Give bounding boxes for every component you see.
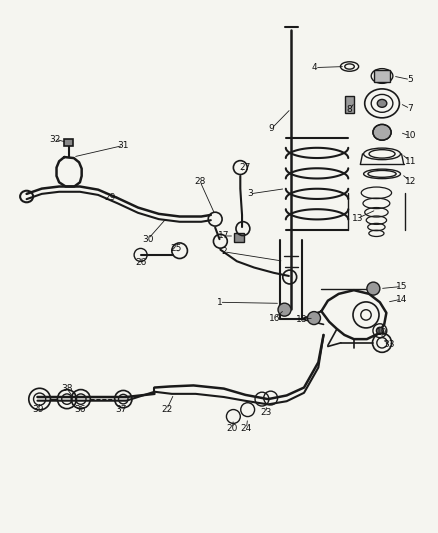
Ellipse shape xyxy=(376,100,386,107)
Text: 28: 28 xyxy=(194,177,205,185)
Circle shape xyxy=(366,282,379,295)
Text: 11: 11 xyxy=(403,157,415,166)
Text: 4: 4 xyxy=(311,63,317,72)
Text: 30: 30 xyxy=(142,235,153,244)
Bar xyxy=(64,139,73,146)
Text: 20: 20 xyxy=(226,424,238,433)
Text: 33: 33 xyxy=(383,340,394,349)
Text: 19: 19 xyxy=(375,328,387,337)
Text: 9: 9 xyxy=(268,124,274,133)
Text: 10: 10 xyxy=(403,132,415,141)
Text: 37: 37 xyxy=(115,405,126,414)
Text: 1: 1 xyxy=(216,298,222,307)
Ellipse shape xyxy=(372,124,390,140)
Text: 39: 39 xyxy=(32,405,44,414)
Bar xyxy=(234,233,243,243)
Text: 32: 32 xyxy=(49,135,60,144)
Text: 18: 18 xyxy=(295,314,307,324)
Text: 27: 27 xyxy=(239,163,251,172)
Text: 22: 22 xyxy=(161,405,172,414)
Text: 23: 23 xyxy=(260,408,272,417)
Text: 3: 3 xyxy=(247,189,252,198)
Circle shape xyxy=(307,312,320,325)
Bar xyxy=(344,96,353,113)
Text: 16: 16 xyxy=(268,313,280,322)
Text: 15: 15 xyxy=(395,282,406,291)
Text: 25: 25 xyxy=(170,244,181,253)
Circle shape xyxy=(277,303,290,316)
Text: 38: 38 xyxy=(61,384,73,393)
Text: 2: 2 xyxy=(220,247,226,256)
Text: 24: 24 xyxy=(240,424,251,433)
Text: 5: 5 xyxy=(406,75,412,84)
Text: 36: 36 xyxy=(74,405,85,414)
Text: 17: 17 xyxy=(218,231,229,240)
Text: 29: 29 xyxy=(104,192,116,201)
Text: 14: 14 xyxy=(395,295,406,304)
Bar xyxy=(373,70,389,82)
Text: 7: 7 xyxy=(406,104,412,113)
Text: 8: 8 xyxy=(346,105,352,114)
Circle shape xyxy=(375,327,382,334)
Text: 26: 26 xyxy=(135,258,147,267)
Text: 31: 31 xyxy=(117,141,129,150)
Text: 13: 13 xyxy=(352,214,363,223)
Text: 12: 12 xyxy=(403,177,415,185)
